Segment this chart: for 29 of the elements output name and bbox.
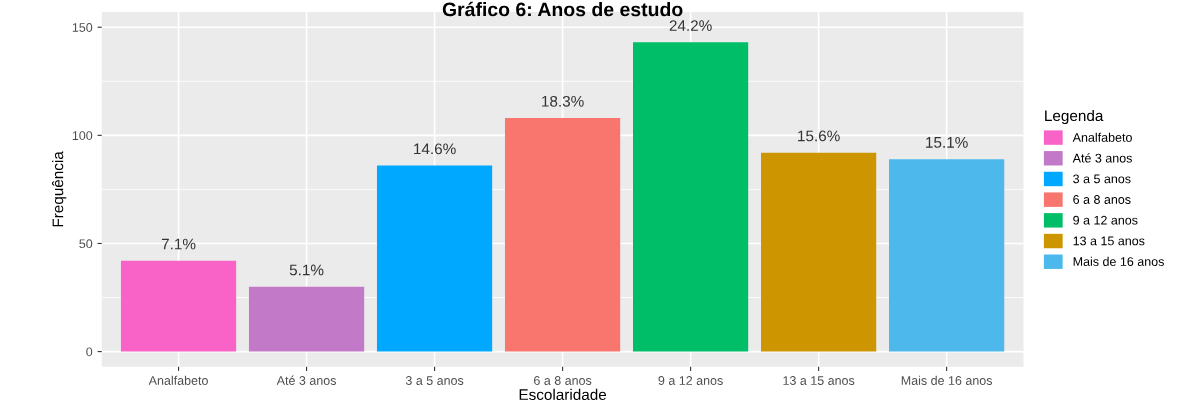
- annotation: 24.2%: [669, 20, 712, 31]
- x-axis-title: Escolaridade: [519, 388, 607, 401]
- y-tick-label: 50: [79, 239, 93, 249]
- y-tick-label: 100: [72, 131, 93, 140]
- y-axis-title: Frequência: [52, 151, 67, 227]
- x-tick-label: 13 a 15 anos: [783, 376, 855, 385]
- x-tick-label: 9 a 12 anos: [658, 376, 723, 385]
- annotation: 15.1%: [926, 137, 968, 148]
- x-tick-label: Analfabeto: [148, 375, 208, 385]
- y-tick-label: 0: [86, 347, 93, 357]
- annotation: 15.6%: [798, 130, 840, 142]
- chart-title: Gráfico 6: Anos de estudo: [442, 1, 683, 17]
- legend-label: 13 a 15 anos: [1073, 236, 1145, 246]
- legend-label: 3 a 5 anos: [1073, 174, 1131, 184]
- annotation: 18.3%: [542, 95, 584, 107]
- x-tick-label: 3 a 5 anos: [405, 376, 464, 385]
- annotation: 7.1%: [161, 238, 196, 250]
- y-tick-label: 150: [72, 23, 93, 32]
- annotation: 5.1%: [289, 264, 324, 276]
- legend-label: Analfabeto: [1072, 132, 1132, 142]
- legend-title: Legenda: [1045, 109, 1104, 125]
- legend-label: Mais de 16 anos: [1073, 256, 1164, 266]
- x-tick-label: Mais de 16 anos: [901, 375, 993, 385]
- x-tick-label: 6 a 8 anos: [534, 376, 592, 385]
- legend-label: 6 a 8 anos: [1073, 195, 1131, 204]
- legend-label: 9 a 12 anos: [1073, 215, 1138, 225]
- annotation: 14.6%: [414, 143, 456, 155]
- legend-label: Até 3 anos: [1072, 153, 1132, 163]
- x-tick-label: Até 3 anos: [276, 375, 336, 385]
